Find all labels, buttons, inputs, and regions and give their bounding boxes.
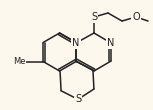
Text: S: S [75,94,81,104]
Text: S: S [91,12,97,22]
Text: O: O [132,12,140,22]
Text: N: N [107,38,115,48]
Text: Me: Me [13,57,25,66]
Text: N: N [72,38,80,48]
